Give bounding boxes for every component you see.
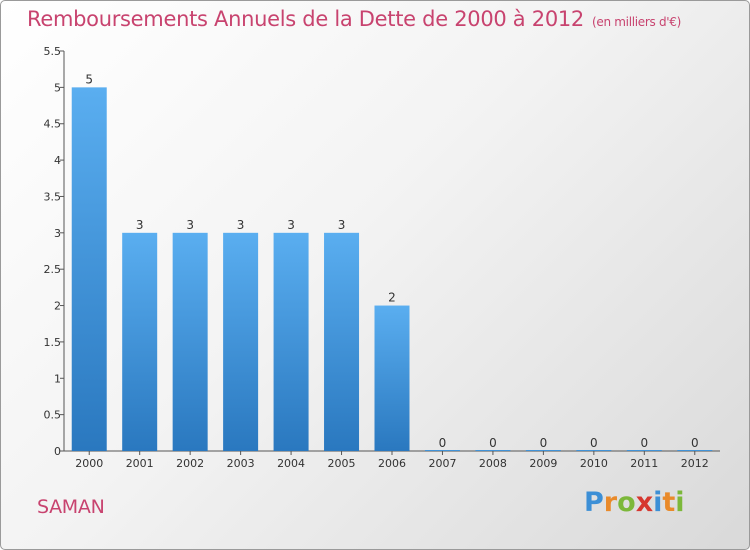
y-tick-label: 2.5 bbox=[44, 263, 62, 276]
x-tick-label: 2006 bbox=[378, 457, 406, 470]
chart-title-text: Remboursements Annuels de la Dette de 20… bbox=[27, 7, 584, 31]
bar bbox=[172, 232, 208, 451]
x-tick-label: 2005 bbox=[328, 457, 356, 470]
data-label: 0 bbox=[489, 436, 497, 450]
bar bbox=[576, 450, 612, 451]
y-tick-label: 3.5 bbox=[44, 190, 62, 203]
y-tick-label: 1 bbox=[54, 372, 61, 385]
data-label: 3 bbox=[237, 218, 245, 232]
commune-name: SAMAN bbox=[37, 496, 105, 518]
y-tick-label: 4 bbox=[54, 154, 61, 167]
x-tick-label: 2010 bbox=[580, 457, 608, 470]
y-tick-label: 3 bbox=[54, 227, 61, 240]
bar bbox=[273, 232, 309, 451]
data-label: 3 bbox=[287, 218, 295, 232]
data-label: 0 bbox=[439, 436, 447, 450]
logo-letter: r bbox=[603, 487, 618, 518]
y-tick-label: 5.5 bbox=[44, 45, 62, 58]
y-tick-label: 0.5 bbox=[44, 409, 62, 422]
logo-letter: t bbox=[662, 487, 676, 518]
data-label: 0 bbox=[590, 436, 598, 450]
logo-letter: x bbox=[635, 487, 654, 518]
y-tick-label: 1.5 bbox=[44, 336, 62, 349]
x-tick-label: 2007 bbox=[428, 457, 456, 470]
bar bbox=[324, 232, 360, 451]
proxiti-logo: Proxiti bbox=[584, 487, 685, 518]
chart-labels: 2000 5 2001 3 2002 3 2003 3 2004 3 2005 3 2006 2 2007 0… bbox=[75, 72, 709, 470]
y-tick-label: 5 bbox=[54, 81, 61, 94]
data-label: 3 bbox=[338, 218, 346, 232]
x-tick-label: 2002 bbox=[176, 457, 204, 470]
x-tick-label: 2001 bbox=[126, 457, 154, 470]
bar bbox=[122, 232, 158, 451]
y-tick-label: 0 bbox=[54, 445, 61, 458]
data-label: 0 bbox=[540, 436, 548, 450]
data-label: 0 bbox=[640, 436, 648, 450]
x-tick-label: 2012 bbox=[681, 457, 709, 470]
y-tick-label: 4.5 bbox=[44, 118, 62, 131]
chart-unit: (en milliers d'€) bbox=[592, 15, 682, 29]
data-label: 3 bbox=[136, 218, 144, 232]
x-tick-label: 2000 bbox=[75, 457, 103, 470]
x-tick-label: 2009 bbox=[529, 457, 557, 470]
bar bbox=[525, 450, 561, 451]
x-tick-label: 2004 bbox=[277, 457, 305, 470]
bar bbox=[677, 450, 713, 451]
x-tick-label: 2003 bbox=[227, 457, 255, 470]
data-label: 3 bbox=[186, 218, 194, 232]
x-tick-label: 2008 bbox=[479, 457, 507, 470]
logo-letter: i bbox=[675, 487, 685, 518]
chart-bars bbox=[71, 87, 713, 451]
y-tick-label: 2 bbox=[54, 300, 61, 313]
chart-title: Remboursements Annuels de la Dette de 20… bbox=[27, 7, 681, 31]
bar bbox=[475, 450, 511, 451]
logo-letter: i bbox=[653, 487, 663, 518]
bar bbox=[223, 232, 259, 451]
data-label: 5 bbox=[85, 72, 93, 86]
x-tick-label: 2011 bbox=[630, 457, 658, 470]
logo-letter: o bbox=[617, 487, 636, 518]
bar bbox=[71, 87, 107, 451]
data-label: 0 bbox=[691, 436, 699, 450]
bar bbox=[374, 305, 410, 451]
data-label: 2 bbox=[388, 291, 396, 305]
chart-axes: 0 0.5 1 1.5 2 2.5 3 3.5 4 4.5 5 5.5 bbox=[44, 45, 720, 458]
logo-letter: P bbox=[584, 487, 604, 518]
bar bbox=[424, 450, 460, 451]
bar bbox=[626, 450, 662, 451]
